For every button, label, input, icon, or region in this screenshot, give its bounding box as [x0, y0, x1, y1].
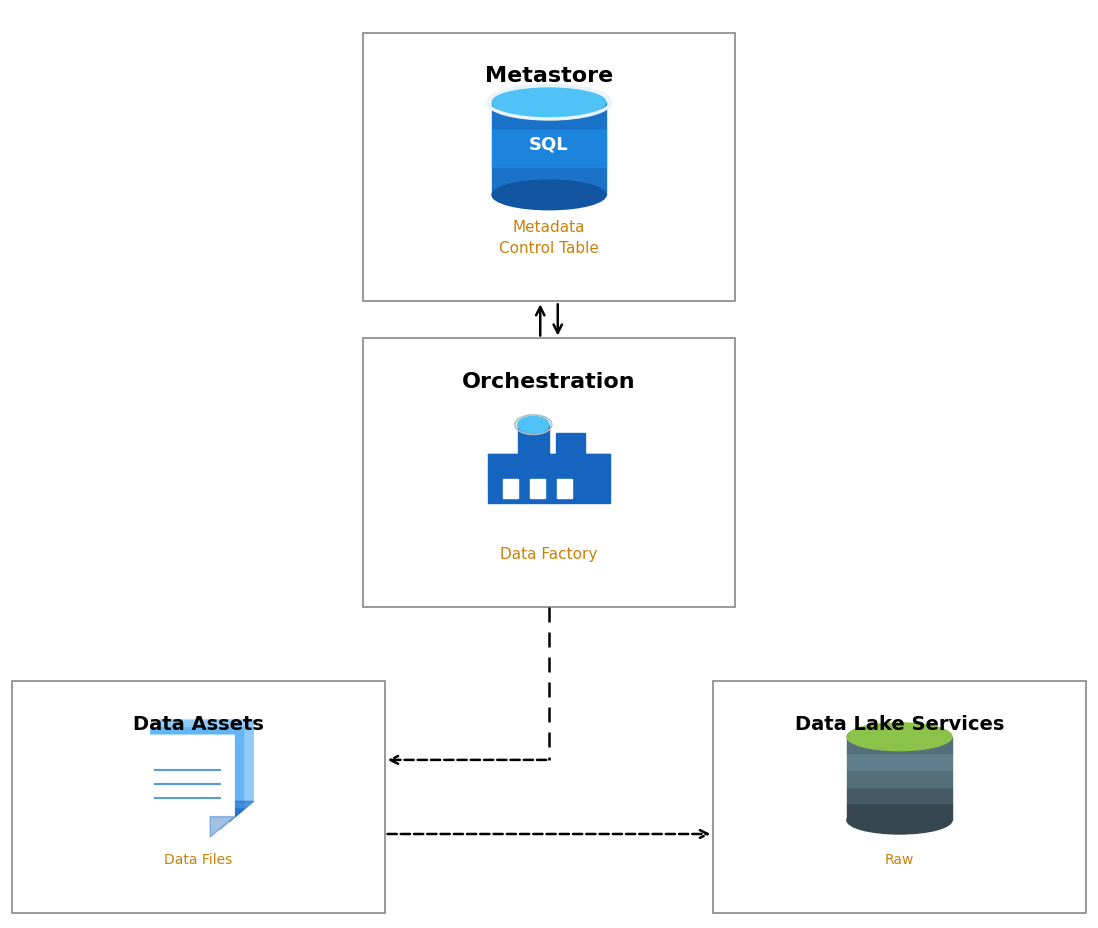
Text: Orchestration: Orchestration: [462, 371, 636, 392]
Text: Data Files: Data Files: [165, 853, 233, 867]
Text: Metastore: Metastore: [485, 66, 613, 86]
Bar: [557, 479, 572, 498]
Ellipse shape: [847, 806, 952, 834]
Ellipse shape: [492, 88, 606, 118]
Bar: [847, 804, 952, 820]
Ellipse shape: [847, 723, 952, 751]
Text: SQL: SQL: [529, 135, 569, 154]
FancyBboxPatch shape: [714, 681, 1086, 913]
Text: Raw: Raw: [885, 853, 915, 867]
Polygon shape: [220, 809, 244, 830]
Bar: [503, 479, 518, 498]
Polygon shape: [150, 728, 244, 830]
Bar: [489, 455, 609, 503]
Polygon shape: [210, 817, 234, 837]
Bar: [492, 131, 606, 168]
Polygon shape: [160, 720, 254, 822]
Bar: [847, 787, 952, 804]
FancyBboxPatch shape: [12, 681, 384, 913]
Text: Data Assets: Data Assets: [133, 714, 264, 733]
Bar: [492, 103, 606, 196]
FancyBboxPatch shape: [362, 339, 736, 608]
Text: Metadata
Control Table: Metadata Control Table: [500, 220, 598, 256]
Bar: [847, 754, 952, 770]
Polygon shape: [489, 434, 609, 456]
FancyBboxPatch shape: [362, 33, 736, 303]
Ellipse shape: [517, 456, 549, 472]
Ellipse shape: [517, 417, 549, 433]
Text: Data Lake Services: Data Lake Services: [795, 714, 1005, 733]
Bar: [847, 770, 952, 787]
Bar: [529, 479, 546, 498]
Polygon shape: [141, 735, 234, 837]
Polygon shape: [229, 802, 254, 822]
Ellipse shape: [492, 181, 606, 211]
Bar: [847, 737, 952, 754]
Text: Data Factory: Data Factory: [501, 547, 597, 561]
Bar: [517, 425, 549, 464]
